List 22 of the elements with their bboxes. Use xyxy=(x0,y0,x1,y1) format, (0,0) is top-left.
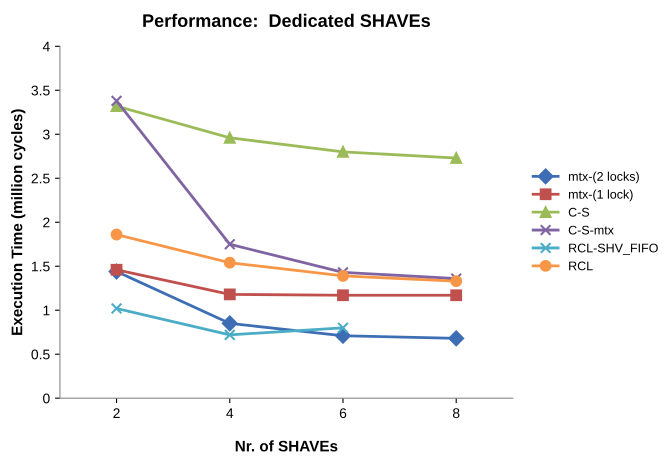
y-tick-label: 3.5 xyxy=(31,86,50,96)
y-tick-label: 1 xyxy=(44,306,50,316)
y-tick-label: 2 xyxy=(43,218,50,228)
legend-label: mtx-(1 lock) xyxy=(568,190,633,202)
y-tick-label: 0.5 xyxy=(31,350,50,360)
x-tick-label: 4 xyxy=(226,408,234,418)
legend-label: RCL-SHV_FIFO xyxy=(569,244,658,255)
y-tick-label: 1.5 xyxy=(32,262,50,272)
x-tick-label: 2 xyxy=(113,408,120,418)
legend-label: RCL xyxy=(569,262,593,270)
legend-label: C-S-mtx xyxy=(568,226,614,235)
chart-title: Performance: Dedicated SHAVEs xyxy=(143,14,430,28)
y-axis-title: Execution Time (million cycles) xyxy=(11,109,26,335)
x-tick-label: 8 xyxy=(452,408,460,418)
x-axis-title: Nr. of SHAVEs xyxy=(236,440,338,452)
legend-label: C-S xyxy=(568,208,590,217)
x-tick-label: 6 xyxy=(340,408,346,418)
y-tick-label: 2.5 xyxy=(32,174,50,184)
legend-label: mtx-(2 locks) xyxy=(568,172,639,184)
y-tick-label: 4 xyxy=(42,42,50,52)
y-tick-label: 0 xyxy=(43,394,50,404)
y-tick-label: 3 xyxy=(43,130,50,140)
